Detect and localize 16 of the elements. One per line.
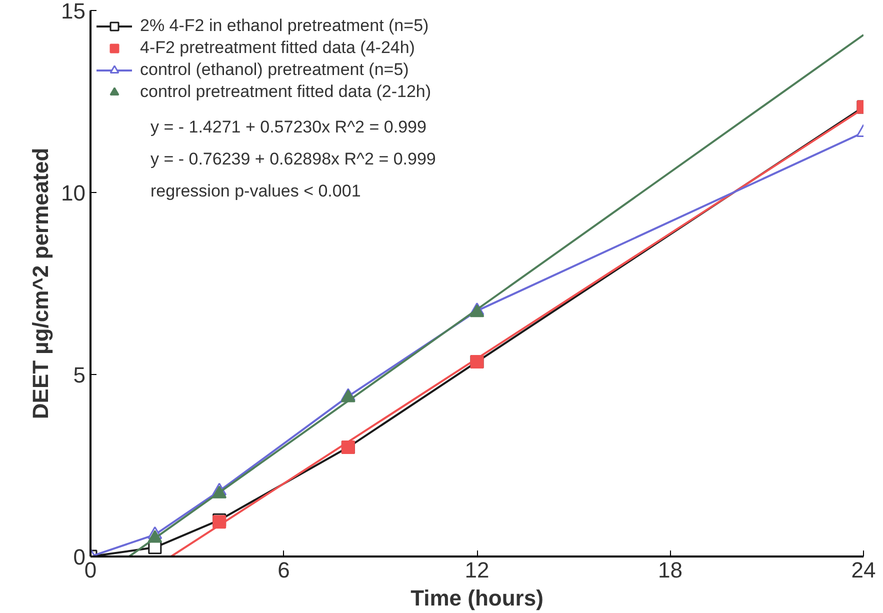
x-tick-label: 6 — [278, 558, 290, 582]
y-tick-label: 10 — [61, 180, 86, 206]
legend-label: control (ethanol) pretreatment (n=5) — [140, 60, 409, 80]
annotation: y = - 0.76239 + 0.62898x R^2 = 0.999 — [150, 150, 436, 168]
legend-label: 2% 4-F2 in ethanol pretreatment (n=5) — [140, 16, 429, 36]
y-tick-label: 5 — [73, 362, 86, 388]
x-axis-title: Time (hours) — [410, 586, 544, 610]
annotation: y = - 1.4271 + 0.57230x R^2 = 0.999 — [150, 118, 426, 136]
legend-label: 4-F2 pretreatment fitted data (4-24h) — [140, 38, 415, 58]
x-tick-label: 24 — [851, 558, 876, 582]
x-tick-label: 12 — [464, 558, 490, 582]
x-tick-label: 18 — [658, 558, 682, 582]
annotation: regression p-values < 0.001 — [150, 182, 361, 200]
legend-label: control pretreatment fitted data (2-12h) — [140, 82, 432, 102]
y-axis-title: DEET µg/cm^2 permeated — [28, 148, 54, 420]
y-tick-label: 15 — [61, 0, 86, 24]
